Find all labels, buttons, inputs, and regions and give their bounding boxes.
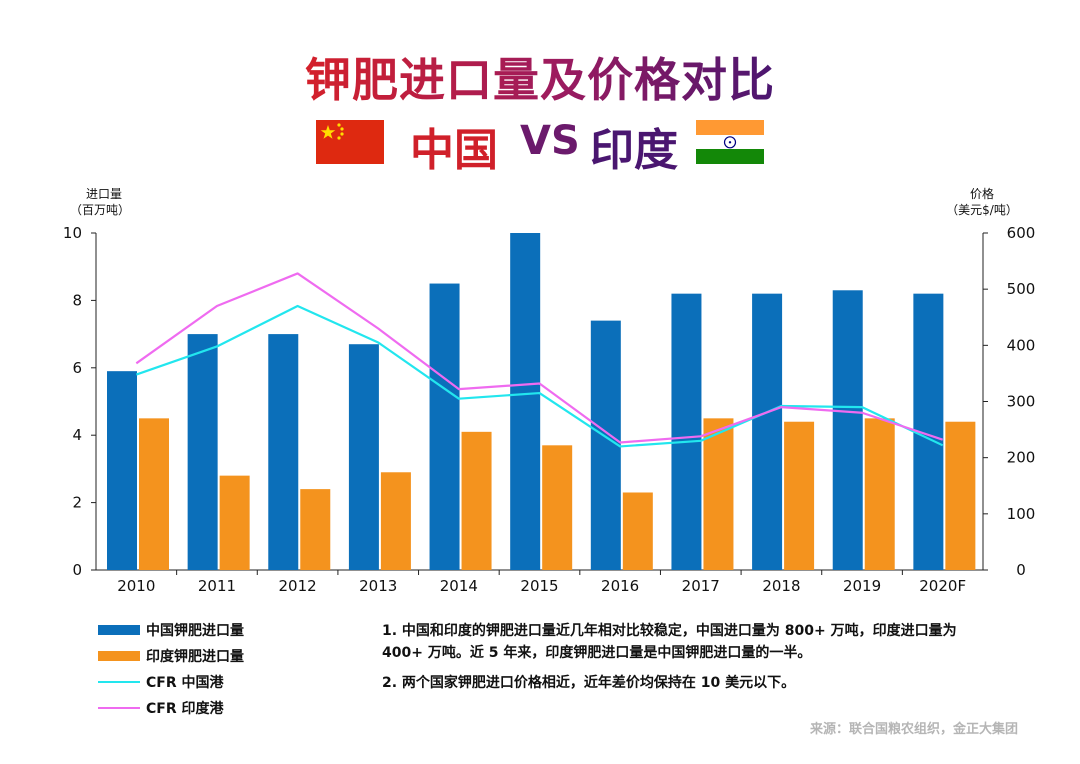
right-tick-label: 200	[1007, 449, 1036, 467]
right-axis-title: 价格	[970, 186, 994, 201]
right-tick-label: 500	[1007, 280, 1036, 298]
x-tick-label: 2011	[198, 577, 236, 595]
legend-label: CFR 印度港	[146, 701, 224, 717]
legend-swatch-cfr-india	[98, 707, 140, 709]
legend-label: 印度钾肥进口量	[146, 649, 244, 665]
bar-india-import	[139, 418, 169, 570]
bar-india-import	[542, 445, 573, 570]
x-tick-label: 2018	[762, 577, 800, 595]
india-flag-icon	[696, 120, 764, 164]
right-tick-label: 600	[1007, 224, 1036, 242]
note-1: 1. 中国和印度的钾肥进口量近几年相对比较稳定，中国进口量为 800+ 万吨，印…	[382, 623, 957, 661]
bar-china-import	[187, 334, 218, 570]
line-cfr-china	[135, 304, 944, 448]
x-tick-label: 2010	[117, 577, 155, 595]
legend-label: CFR 中国港	[146, 675, 224, 691]
x-tick-label: 2019	[843, 577, 881, 595]
x-tick-label: 2013	[359, 577, 397, 595]
bar-india-import	[300, 489, 331, 570]
x-tick-label: 2017	[682, 577, 720, 595]
bar-china-import	[107, 371, 137, 570]
right-tick-label: 400	[1007, 336, 1036, 354]
left-tick-label: 2	[72, 494, 82, 512]
left-tick-label: 0	[72, 561, 82, 579]
china-flag-icon	[316, 120, 384, 164]
left-tick-label: 8	[72, 291, 82, 309]
left-tick-label: 6	[72, 359, 82, 377]
bar-china-import	[752, 293, 783, 570]
bar-india-import	[219, 475, 250, 570]
subtitle: 中国 VS 印度	[0, 112, 1080, 176]
subtitle-china: 中国	[410, 125, 498, 176]
right-axis-unit: （美元$/吨）	[946, 203, 1018, 217]
bar-china-import	[348, 344, 379, 570]
bar-india-import	[380, 472, 411, 570]
subtitle-india: 印度	[590, 125, 678, 176]
right-tick-label: 0	[1016, 561, 1026, 579]
legend: 中国钾肥进口量 印度钾肥进口量 CFR 中国港 CFR 印度港	[98, 618, 358, 722]
bar-china-import	[671, 293, 702, 570]
legend-label: 中国钾肥进口量	[146, 623, 244, 639]
left-tick-label: 10	[63, 224, 82, 242]
line-cfr-india	[135, 272, 944, 444]
note-2: 2. 两个国家钾肥进口价格相近，近年差价均保持在 10 美元以下。	[382, 675, 796, 691]
x-tick-label: 2014	[440, 577, 478, 595]
bar-china-import	[832, 290, 863, 570]
bar-india-import	[461, 431, 492, 570]
x-tick-label: 2016	[601, 577, 639, 595]
legend-swatch-india	[98, 651, 140, 661]
legend-india-line: CFR 印度港	[98, 696, 358, 722]
left-axis-title: 进口量	[86, 187, 122, 201]
bar-china-import	[429, 283, 460, 570]
legend-swatch-china	[98, 625, 140, 635]
bar-india-import	[703, 418, 734, 570]
legend-china-bar: 中国钾肥进口量	[98, 618, 358, 644]
notes: 1. 中国和印度的钾肥进口量近几年相对比较稳定，中国进口量为 800+ 万吨，印…	[382, 620, 992, 702]
bar-india-import	[945, 421, 976, 570]
left-tick-label: 4	[72, 426, 82, 444]
bar-china-import	[590, 320, 621, 570]
right-tick-label: 100	[1007, 505, 1036, 523]
chart-title: 钾肥进口量及价格对比	[305, 53, 775, 107]
source-note: 来源：联合国粮农组织，金正大集团	[809, 722, 1018, 737]
left-axis-unit: （百万吨）	[70, 203, 130, 217]
legend-china-line: CFR 中国港	[98, 670, 358, 696]
x-tick-label: 2020F	[919, 577, 966, 595]
x-tick-label: 2015	[520, 577, 558, 595]
subtitle-vs: VS	[520, 118, 580, 164]
bar-china-import	[268, 334, 299, 570]
right-tick-label: 300	[1007, 393, 1036, 411]
bar-india-import	[622, 492, 653, 570]
bar-india-import	[784, 421, 815, 570]
legend-india-bar: 印度钾肥进口量	[98, 644, 358, 670]
legend-swatch-cfr-china	[98, 681, 140, 683]
bar-china-import	[510, 233, 541, 570]
x-tick-label: 2012	[278, 577, 316, 595]
bar-india-import	[864, 418, 895, 570]
